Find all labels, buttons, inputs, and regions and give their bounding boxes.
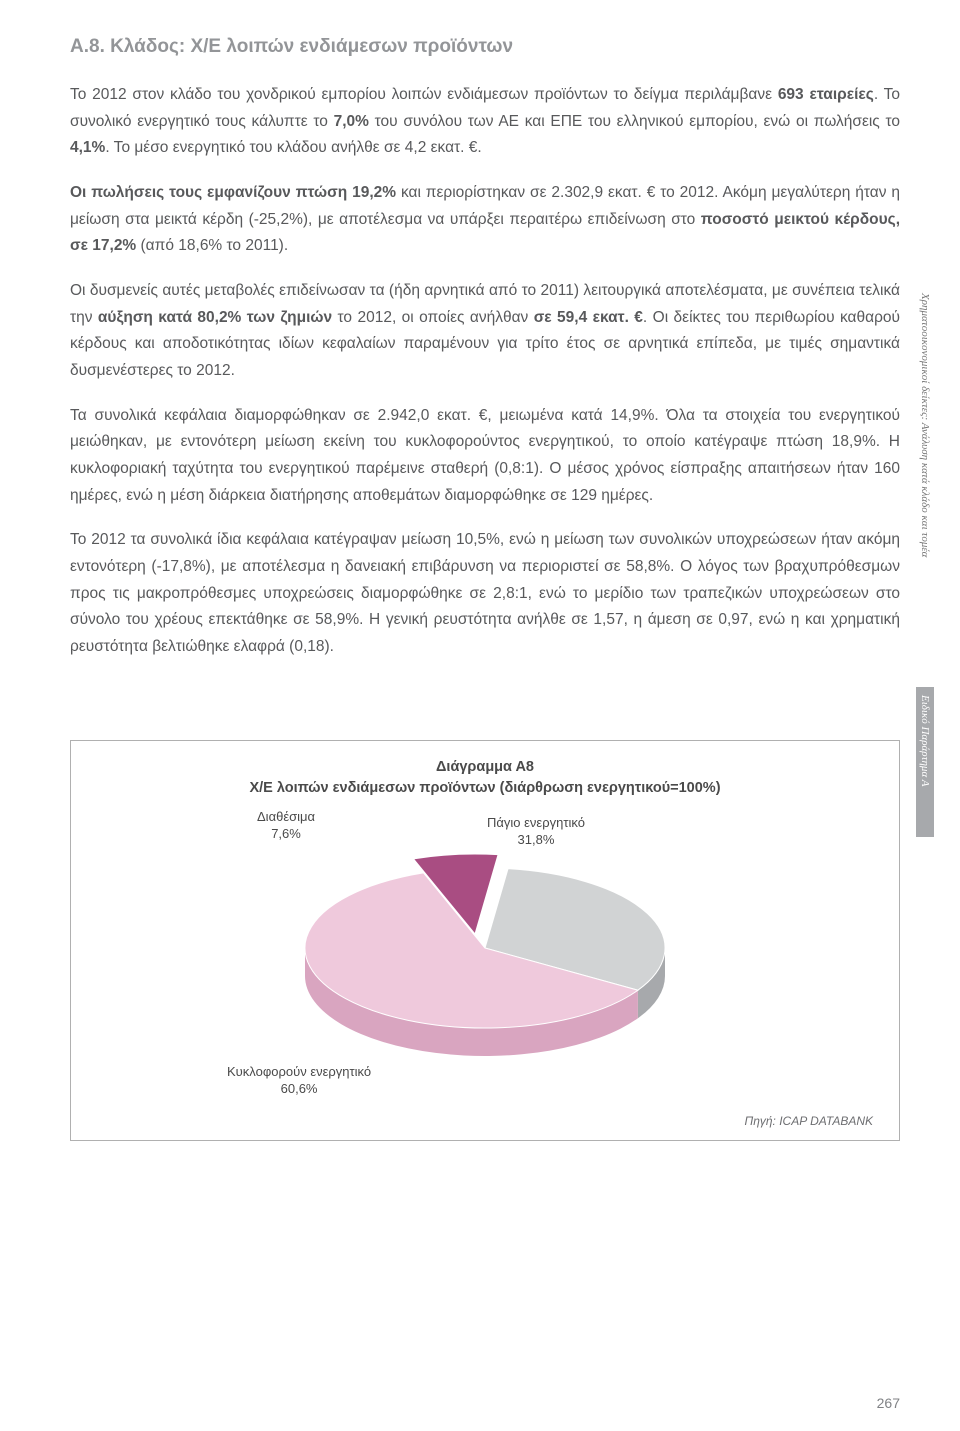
- chart-label-pagio: Πάγιο ενεργητικό 31,8%: [487, 814, 585, 849]
- chart-title-line2: Χ/Ε λοιπών ενδιάμεσων προϊόντων (διάρθρω…: [249, 780, 720, 796]
- paragraph-3: Οι δυσμενείς αυτές μεταβολές επιδείνωσαν…: [70, 278, 900, 385]
- label-diathesima-text: Διαθέσιμα: [257, 809, 315, 824]
- chart-title-line1: Διάγραμμα Α8: [436, 759, 534, 775]
- p1-text: Το 2012 στον κλάδο του χονδρικού εμπορίο…: [70, 86, 778, 103]
- label-pagio-value: 31,8%: [518, 832, 555, 847]
- p1-text4: . Το μέσο ενεργητικό του κλάδου ανήλθε σ…: [105, 139, 481, 156]
- chart-label-kykloforoun: Κυκλοφορούν ενεργητικό 60,6%: [227, 1063, 371, 1098]
- chart-container: Διάγραμμα Α8 Χ/Ε λοιπών ενδιάμεσων προϊό…: [70, 740, 900, 1140]
- side-tab-light: Χρηματοοικονομικοί δείκτες: Ανάλυση κατά…: [916, 285, 934, 685]
- chart-source: Πηγή: ICAP DATABANK: [97, 1114, 873, 1128]
- p1-bold1: 693 εταιρείες: [778, 86, 874, 103]
- paragraph-1: Το 2012 στον κλάδο του χονδρικού εμπορίο…: [70, 82, 900, 162]
- pie-chart-svg: [225, 808, 745, 1088]
- label-kykloforoun-value: 60,6%: [281, 1081, 318, 1096]
- p1-bold3: 4,1%: [70, 139, 105, 156]
- label-kykloforoun-text: Κυκλοφορούν ενεργητικό: [227, 1064, 371, 1079]
- paragraph-4: Τα συνολικά κεφάλαια διαμορφώθηκαν σε 2.…: [70, 403, 900, 510]
- side-tabs: Χρηματοοικονομικοί δείκτες: Ανάλυση κατά…: [916, 285, 938, 837]
- paragraph-5: Το 2012 τα συνολικά ίδια κεφάλαια κατέγρ…: [70, 527, 900, 660]
- p3-text2: το 2012, οι οποίες ανήλθαν: [332, 309, 534, 326]
- p1-bold2: 7,0%: [334, 113, 369, 130]
- label-pagio-text: Πάγιο ενεργητικό: [487, 815, 585, 830]
- body-text: Το 2012 στον κλάδο του χονδρικού εμπορίο…: [70, 82, 900, 660]
- p1-text3: του συνόλου των ΑΕ και ΕΠΕ του ελληνικού…: [369, 113, 900, 130]
- chart-title: Διάγραμμα Α8 Χ/Ε λοιπών ενδιάμεσων προϊό…: [97, 757, 873, 799]
- side-tab-dark: Ειδικό Παράρτημα Α: [916, 687, 934, 837]
- label-diathesima-value: 7,6%: [271, 826, 301, 841]
- section-heading: Α.8. Κλάδος: Χ/Ε λοιπών ενδιάμεσων προϊό…: [70, 36, 900, 58]
- chart-label-diathesima: Διαθέσιμα 7,6%: [257, 808, 315, 843]
- chart-area: Διαθέσιμα 7,6% Πάγιο ενεργητικό 31,8% Κυ…: [97, 808, 873, 1108]
- page-number: 267: [877, 1395, 900, 1411]
- p3-bold1: αύξηση κατά 80,2% των ζημιών: [98, 309, 332, 326]
- paragraph-2: Οι πωλήσεις τους εμφανίζουν πτώση 19,2% …: [70, 180, 900, 260]
- p2-bold1: Οι πωλήσεις τους εμφανίζουν πτώση 19,2%: [70, 184, 396, 201]
- p2-text2: (από 18,6% το 2011).: [136, 237, 288, 254]
- p3-bold2: σε 59,4 εκατ. €: [534, 309, 643, 326]
